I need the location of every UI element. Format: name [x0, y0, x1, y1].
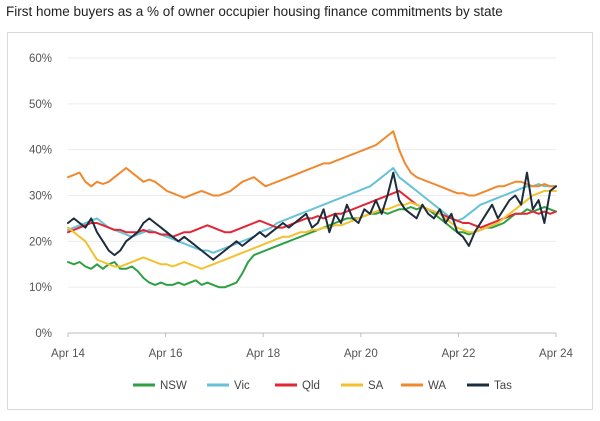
- x-tick-label: Apr 18: [246, 348, 280, 360]
- x-tick-label: Apr 16: [149, 348, 183, 360]
- y-tick-label: 40%: [29, 145, 52, 157]
- y-tick-label: 50%: [29, 99, 52, 111]
- legend: NSW Vic Qld SA WA Tas: [133, 380, 512, 392]
- y-tick-label: 0%: [35, 328, 52, 340]
- legend-label-vic: Vic: [234, 380, 250, 392]
- legend-label-tas: Tas: [494, 380, 512, 392]
- x-tick-label: Apr 20: [344, 348, 378, 360]
- y-tick-label: 60%: [29, 53, 52, 65]
- y-tick-label: 20%: [29, 236, 52, 248]
- y-tick-label: 30%: [29, 191, 52, 203]
- legend-label-nsw: NSW: [160, 380, 187, 392]
- y-axis-ticks: 0% 10% 20% 30% 40% 50% 60%: [29, 53, 52, 340]
- series-line-vic: [67, 167, 557, 254]
- legend-label-wa: WA: [428, 380, 446, 392]
- x-tick-label: Apr 24: [539, 348, 573, 360]
- x-tick-label: Apr 14: [51, 348, 85, 360]
- y-tick-label: 10%: [29, 282, 52, 294]
- series-lines: [67, 130, 557, 289]
- series-line-wa: [67, 130, 557, 199]
- gridlines: [68, 57, 556, 334]
- chart-title: First home buyers as a % of owner occupi…: [6, 4, 503, 19]
- x-tick-label: Apr 22: [441, 348, 475, 360]
- series-line-tas: [67, 171, 557, 261]
- legend-label-qld: Qld: [302, 380, 320, 392]
- series-line-qld: [67, 189, 557, 238]
- x-axis-ticks: Apr 14 Apr 16 Apr 18 Apr 20 Apr 22 Apr 24: [51, 333, 574, 360]
- chart-frame: [7, 32, 593, 410]
- legend-label-sa: SA: [368, 380, 384, 392]
